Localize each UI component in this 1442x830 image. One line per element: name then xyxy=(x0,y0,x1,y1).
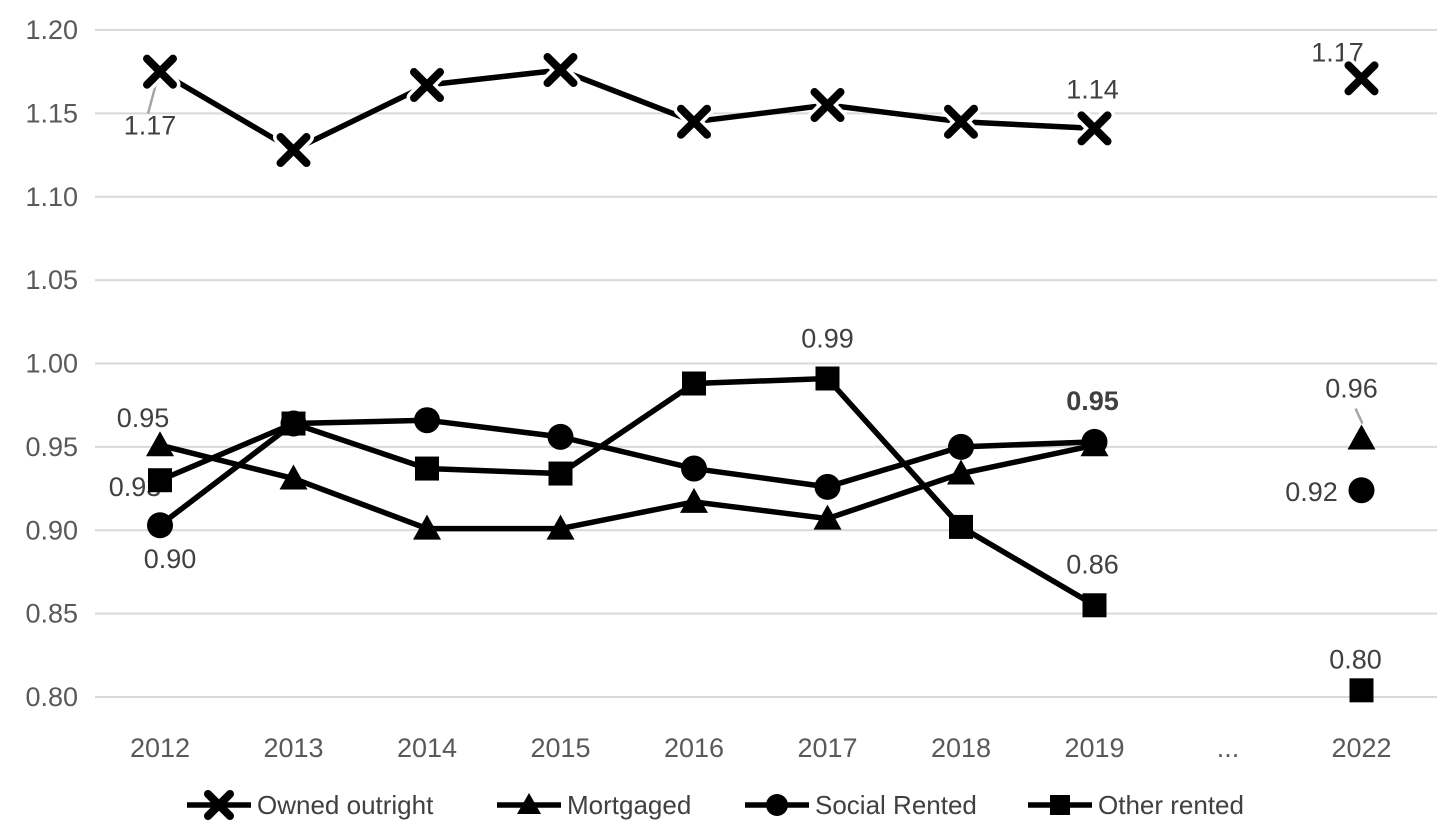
legend-label: Mortgaged xyxy=(567,790,691,820)
x-axis-tick-label: 2018 xyxy=(931,733,991,763)
x-axis-tick-label: 2014 xyxy=(397,733,457,763)
triangle-marker xyxy=(546,514,575,540)
circle-marker xyxy=(547,423,574,450)
square-marker xyxy=(415,456,439,481)
circle-marker xyxy=(681,455,707,482)
data-label: 1.14 xyxy=(1066,74,1119,104)
cross-marker xyxy=(810,88,845,123)
triangle-marker xyxy=(813,504,842,530)
cross-marker xyxy=(204,790,234,820)
series-line xyxy=(158,67,1095,154)
data-label-leader-line xyxy=(146,83,158,115)
series-line xyxy=(159,442,1096,532)
series-line xyxy=(158,417,1095,528)
square-marker xyxy=(281,411,306,436)
data-label: 0.95 xyxy=(117,403,170,433)
circle-marker xyxy=(766,794,788,816)
triangle-marker xyxy=(680,487,708,513)
square-marker xyxy=(1050,795,1070,815)
triangle-marker xyxy=(279,464,308,490)
x-axis-tick-label: 2017 xyxy=(797,733,857,763)
legend-label: Social Rented xyxy=(815,790,977,820)
square-marker xyxy=(1082,593,1107,618)
circle-marker xyxy=(1081,428,1108,455)
circle-marker xyxy=(147,512,173,539)
triangle-marker xyxy=(947,459,975,485)
y-axis-tick-label: 1.15 xyxy=(25,98,78,128)
triangle-marker xyxy=(413,514,441,540)
cross-marker xyxy=(944,104,978,139)
triangle-marker xyxy=(1347,424,1376,450)
x-axis-tick-label: 2013 xyxy=(263,733,323,763)
data-label: 0.90 xyxy=(144,544,197,574)
x-axis-tick-label: 2019 xyxy=(1064,733,1124,763)
circle-marker xyxy=(414,407,440,434)
square-marker xyxy=(548,461,573,486)
circle-marker xyxy=(948,433,974,460)
y-axis-tick-label: 0.85 xyxy=(25,599,78,629)
cross-marker xyxy=(1077,111,1112,146)
data-label: 0.86 xyxy=(1066,549,1119,579)
legend-label: Other rented xyxy=(1098,790,1244,820)
square-marker xyxy=(815,366,840,391)
triangle-marker xyxy=(146,431,174,457)
y-axis-tick-label: 1.05 xyxy=(25,265,78,295)
x-axis-tick-label: 2022 xyxy=(1331,733,1391,763)
x-axis-tick-label: 2016 xyxy=(664,733,724,763)
cross-marker xyxy=(410,68,444,103)
triangle-marker xyxy=(517,793,541,814)
y-axis-tick-label: 0.95 xyxy=(25,432,78,462)
x-axis-tick-label: ... xyxy=(1217,733,1240,763)
y-axis-tick-label: 1.00 xyxy=(25,349,78,379)
y-axis-tick-label: 0.90 xyxy=(25,515,78,545)
cross-marker xyxy=(1344,61,1379,96)
cross-marker xyxy=(677,104,711,139)
legend-label: Owned outright xyxy=(257,790,434,820)
circle-marker xyxy=(814,473,841,500)
y-axis-tick-label: 0.80 xyxy=(25,682,78,712)
circle-marker xyxy=(1348,477,1375,504)
cross-marker xyxy=(543,53,578,88)
square-marker xyxy=(682,371,706,396)
data-label: 0.95 xyxy=(1066,386,1119,416)
data-label: 0.80 xyxy=(1329,644,1382,674)
data-label: 0.92 xyxy=(1285,477,1338,507)
cross-marker xyxy=(276,133,311,168)
x-axis-tick-label: 2012 xyxy=(130,733,190,763)
square-marker xyxy=(148,468,172,493)
cross-marker xyxy=(143,54,177,89)
data-label: 0.99 xyxy=(801,324,854,354)
square-marker xyxy=(949,514,973,539)
square-marker xyxy=(1349,678,1374,703)
data-label: 0.96 xyxy=(1325,374,1378,404)
series-line xyxy=(158,375,1096,608)
data-label-leader-line xyxy=(1354,408,1364,425)
data-label: 1.17 xyxy=(124,111,177,141)
y-axis-tick-label: 1.20 xyxy=(25,15,78,45)
y-axis-tick-label: 1.10 xyxy=(25,182,78,212)
x-axis-tick-label: 2015 xyxy=(530,733,590,763)
